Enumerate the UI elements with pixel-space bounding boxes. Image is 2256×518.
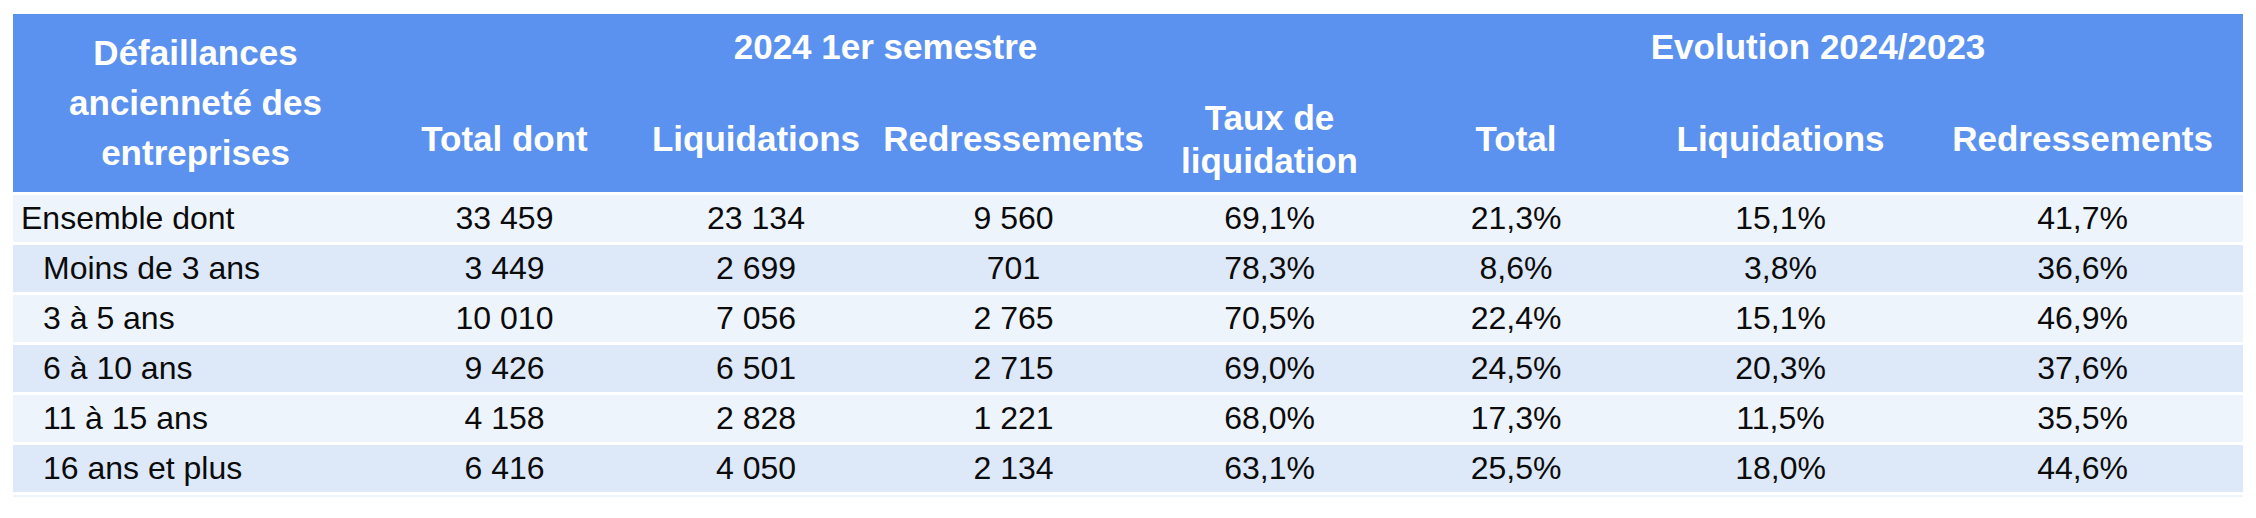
table-cell: 15,1% [1639, 293, 1922, 343]
table-cell: 41,7% [1922, 193, 2243, 243]
table-cell: 2 765 [881, 293, 1146, 343]
table-cell: 701 [881, 243, 1146, 293]
row-label: 3 à 5 ans [13, 293, 378, 343]
table-cell: 24,5% [1393, 343, 1639, 393]
column-header-3: Taux de liquidation [1146, 69, 1393, 193]
corner-header-title: Défaillances ancienneté des entreprises [13, 14, 378, 193]
table-cell: 78,3% [1146, 243, 1393, 293]
table-cell: 63,1% [1146, 443, 1393, 493]
table-row: Moins de 3 ans 3 4492 69970178,3%8,6%3,8… [13, 243, 2243, 293]
table-cell: 25,5% [1393, 443, 1639, 493]
table-row: 3 à 5 ans 10 0107 0562 76570,5%22,4%15,1… [13, 293, 2243, 343]
table-cell: 2 134 [881, 443, 1146, 493]
column-header-1: Liquidations [631, 69, 881, 193]
table-header: Défaillances ancienneté des entreprises … [13, 14, 2243, 193]
table-cell: 2 828 [631, 393, 881, 443]
column-header-5: Liquidations [1639, 69, 1922, 193]
table-cell: 69,1% [1146, 193, 1393, 243]
group-header-2024-semester: 2024 1er semestre [378, 14, 1393, 69]
row-label: 16 ans et plus [13, 443, 378, 493]
table-cell: 1 221 [881, 393, 1146, 443]
table-cell: 21,3% [1393, 193, 1639, 243]
table-cell: 4 050 [631, 443, 881, 493]
table-cell: 23 134 [631, 193, 881, 243]
table-cell: 9 560 [881, 193, 1146, 243]
table-cell: 22,4% [1393, 293, 1639, 343]
group-header-evolution: Evolution 2024/2023 [1393, 14, 2243, 69]
row-label: Moins de 3 ans [13, 243, 378, 293]
table-cell: 4 158 [378, 393, 631, 443]
row-label: 6 à 10 ans [13, 343, 378, 393]
column-header-0: Total dont [378, 69, 631, 193]
bottom-filler-cell [13, 493, 2243, 497]
table-cell: 2 699 [631, 243, 881, 293]
table-cell: 69,0% [1146, 343, 1393, 393]
table-cell: 11,5% [1639, 393, 1922, 443]
table-cell: 35,5% [1922, 393, 2243, 443]
table-row: 11 à 15 ans 4 1582 8281 22168,0%17,3%11,… [13, 393, 2243, 443]
row-label: Ensemble dont [13, 193, 378, 243]
table-body: Ensemble dont 33 45923 1349 56069,1%21,3… [13, 193, 2243, 497]
defaillances-table: Défaillances ancienneté des entreprises … [13, 14, 2243, 497]
table-cell: 6 501 [631, 343, 881, 393]
table-cell: 7 056 [631, 293, 881, 343]
table-cell: 46,9% [1922, 293, 2243, 343]
table-cell: 17,3% [1393, 393, 1639, 443]
table-cell: 70,5% [1146, 293, 1393, 343]
table-cell: 10 010 [378, 293, 631, 343]
table-row: Ensemble dont 33 45923 1349 56069,1%21,3… [13, 193, 2243, 243]
defaillances-page: Défaillances ancienneté des entreprises … [0, 0, 2256, 518]
table-cell: 37,6% [1922, 343, 2243, 393]
bottom-filler-row [13, 493, 2243, 497]
table-cell: 18,0% [1639, 443, 1922, 493]
table-cell: 44,6% [1922, 443, 2243, 493]
column-header-2: Redressements [881, 69, 1146, 193]
table-row: 6 à 10 ans 9 4266 5012 71569,0%24,5%20,3… [13, 343, 2243, 393]
table-cell: 3,8% [1639, 243, 1922, 293]
column-header-6: Redressements [1922, 69, 2243, 193]
table-row: 16 ans et plus 6 4164 0502 13463,1%25,5%… [13, 443, 2243, 493]
column-header-4: Total [1393, 69, 1639, 193]
table-cell: 33 459 [378, 193, 631, 243]
table-cell: 8,6% [1393, 243, 1639, 293]
table-cell: 15,1% [1639, 193, 1922, 243]
group-header-row: Défaillances ancienneté des entreprises … [13, 14, 2243, 69]
row-label: 11 à 15 ans [13, 393, 378, 443]
table-cell: 9 426 [378, 343, 631, 393]
table-cell: 6 416 [378, 443, 631, 493]
table-cell: 2 715 [881, 343, 1146, 393]
table-cell: 20,3% [1639, 343, 1922, 393]
table-cell: 36,6% [1922, 243, 2243, 293]
table-cell: 68,0% [1146, 393, 1393, 443]
table-cell: 3 449 [378, 243, 631, 293]
